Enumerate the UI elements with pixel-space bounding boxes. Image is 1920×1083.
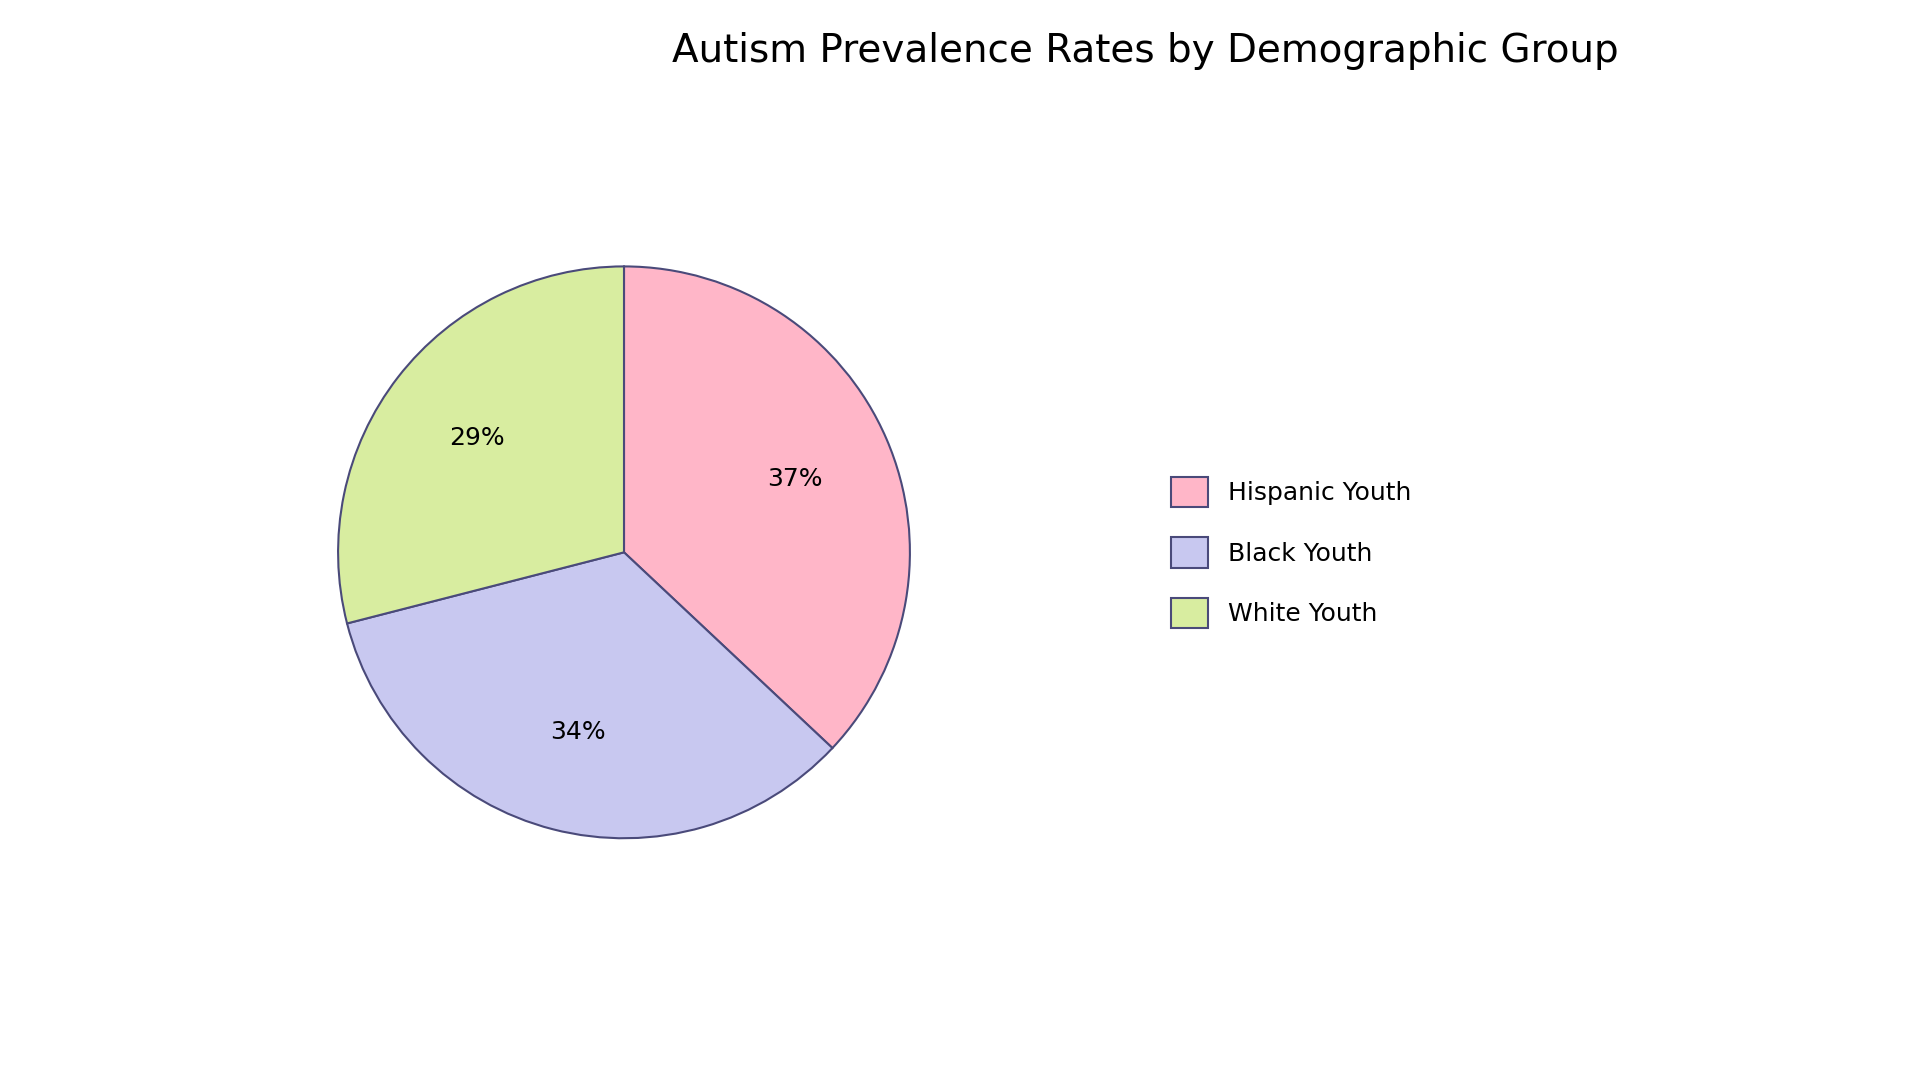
Legend: Hispanic Youth, Black Youth, White Youth: Hispanic Youth, Black Youth, White Youth [1162,467,1421,638]
Text: 29%: 29% [449,427,505,451]
Wedge shape [338,266,624,624]
Wedge shape [624,266,910,748]
Wedge shape [348,552,833,838]
Text: 34%: 34% [549,720,605,744]
Text: 37%: 37% [766,467,822,491]
Text: Autism Prevalence Rates by Demographic Group: Autism Prevalence Rates by Demographic G… [672,32,1619,70]
